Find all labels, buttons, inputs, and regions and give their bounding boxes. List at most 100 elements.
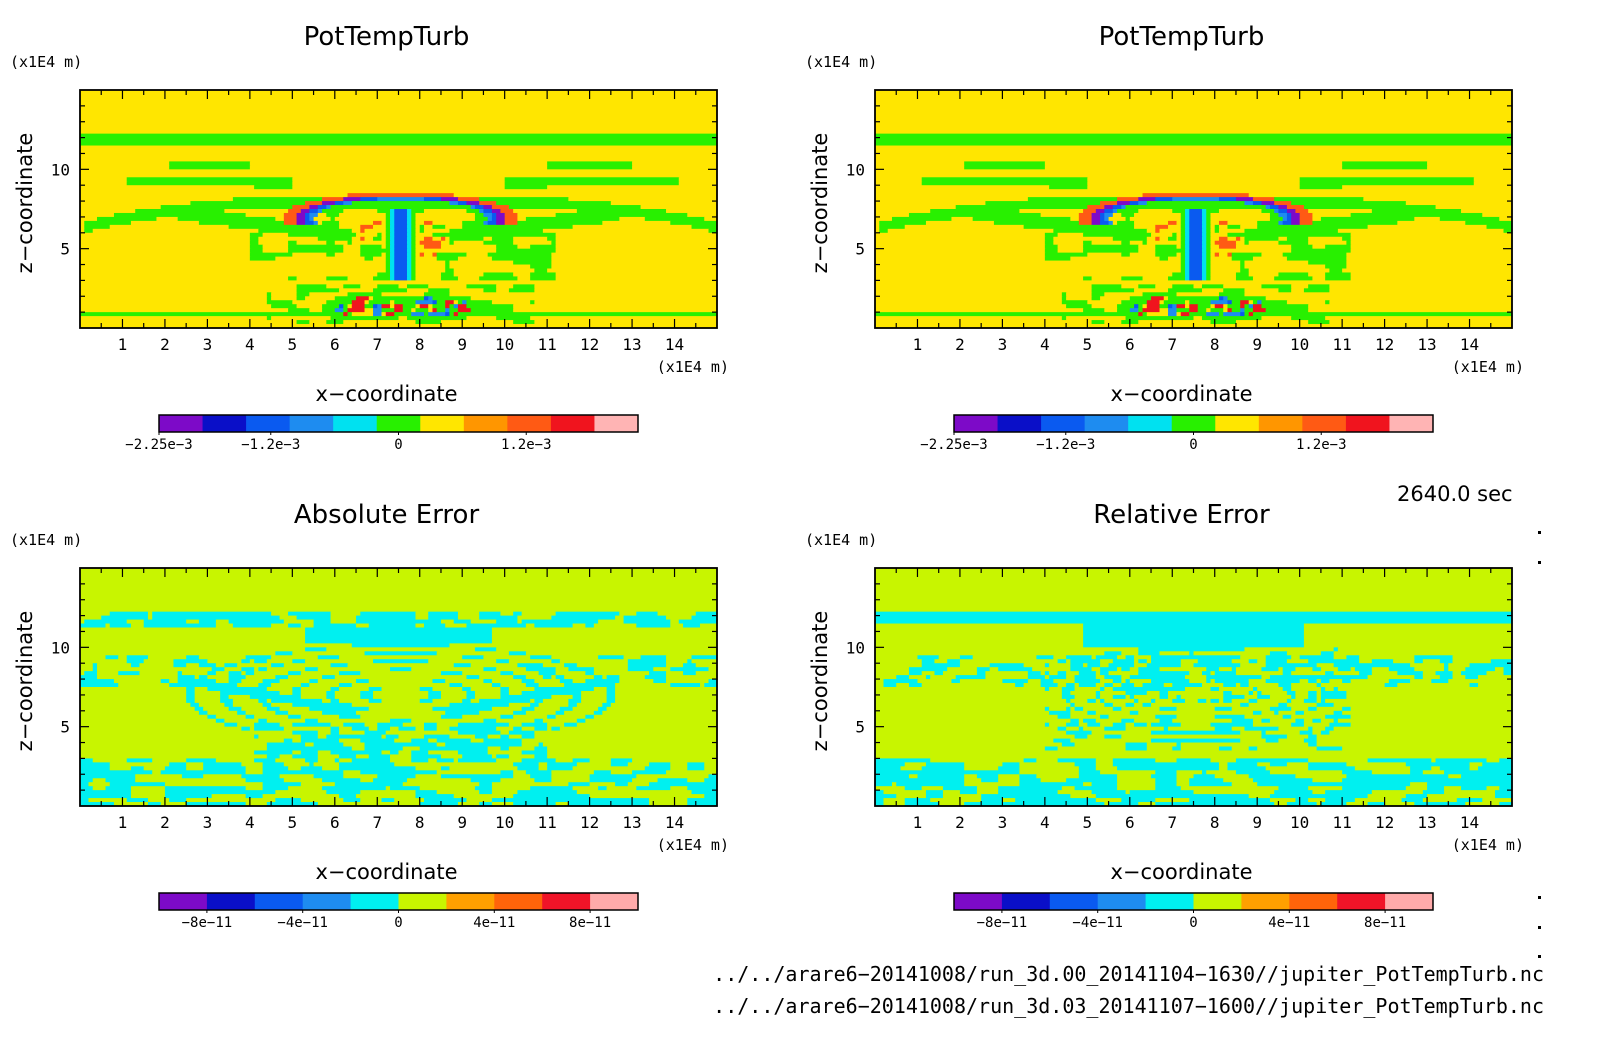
colorbar-segment [997,415,1042,432]
x-tick-label: 13 [1417,813,1436,832]
y-tick-label: 5 [60,240,70,259]
x-tick-label: 8 [415,813,425,832]
x-tick-label: 5 [288,335,298,354]
colorbar-segment [333,415,378,432]
x-tick-label: 3 [998,335,1008,354]
x-axis-label: x−coordinate [315,860,457,884]
colorbar-tick-label: −8e−11 [182,915,233,931]
colorbar-segment [1171,415,1216,432]
colorbar-segment [420,415,465,432]
colorbar-tick-label: −2.25e−3 [125,437,192,453]
x-tick-label: 5 [1083,813,1093,832]
x-tick-label: 14 [1460,335,1479,354]
x-tick-label: 2 [955,813,965,832]
colorbar-segment [550,415,595,432]
x-tick-label: 4 [245,813,255,832]
colorbar-segment [1041,415,1086,432]
x-tick-label: 12 [1375,335,1394,354]
colorbar-segment [159,893,208,910]
x-tick-label: 7 [372,813,382,832]
colorbar-tick-label: −4e−11 [277,915,328,931]
panel-title: PotTempTurb [1099,22,1265,52]
y-tick-label: 10 [846,160,865,179]
colorbar-tick-label: 0 [394,915,402,931]
colorbar-segment [590,893,639,910]
heatmap [875,568,1513,807]
colorbar-segment [1258,415,1303,432]
colorbar-segment [463,415,508,432]
colorbar-tick-label: −4e−11 [1072,915,1123,931]
x-tick-label: 4 [1040,335,1050,354]
x-tick-label: 13 [622,335,641,354]
colorbar: −2.25e−3 −1.2e−3 0 1.2e−3 [125,414,639,453]
x-tick-label: 8 [415,335,425,354]
colorbar-segment [254,893,304,910]
y-tick-label: 5 [855,240,865,259]
colorbar-segment [159,415,204,432]
x-tick-label: 3 [998,813,1008,832]
colorbar-tick-label: 1.2e−3 [1296,437,1347,453]
x-unit-label: (x1E4 m) [657,836,729,854]
x-tick-label: 14 [1460,813,1479,832]
x-axis-label: x−coordinate [1110,860,1252,884]
y-axis-label: z−coordinate [808,133,832,274]
colorbar-tick-label: 4e−11 [473,915,515,931]
colorbar: −2.25e−3 −1.2e−3 0 1.2e−3 [920,414,1434,453]
marker-dot [1538,896,1541,899]
colorbar-tick-label: −8e−11 [977,915,1028,931]
x-tick-label: 12 [580,335,599,354]
panel-title: PotTempTurb [304,22,470,52]
x-tick-label: 7 [1167,813,1177,832]
colorbar-segment [1084,415,1129,432]
y-unit-label: (x1E4 m) [805,53,877,71]
colorbar-segment [1345,415,1390,432]
colorbar-segment [202,415,247,432]
colorbar-tick-label: −1.2e−3 [1036,437,1095,453]
marker-dot [1538,926,1541,929]
marker-dot [1538,955,1541,958]
footer-file-1: ../../arare6−20141008/run_3d.00_20141104… [713,962,1544,986]
x-tick-label: 13 [622,813,641,832]
y-unit-label: (x1E4 m) [10,531,82,549]
x-tick-label: 10 [495,813,514,832]
y-tick-label: 10 [846,638,865,657]
colorbar-segment [494,893,543,910]
colorbar-segment [302,893,352,910]
colorbar-segment [1215,415,1260,432]
colorbar-segment [376,415,421,432]
colorbar: −8e−11 −4e−11 0 4e−11 8e−11 [158,892,639,931]
colorbar-segment [954,415,999,432]
colorbar-tick-label: 4e−11 [1268,915,1310,931]
panel-title: Relative Error [1093,500,1270,530]
x-tick-label: 1 [913,335,923,354]
y-tick-label: 5 [60,718,70,737]
x-tick-label: 3 [203,335,213,354]
y-unit-label: (x1E4 m) [10,53,82,71]
colorbar-segment [1302,415,1347,432]
colorbar-tick-label: −2.25e−3 [920,437,987,453]
x-unit-label: (x1E4 m) [1452,836,1524,854]
colorbar-segment [350,893,399,910]
x-tick-label: 6 [330,813,340,832]
x-tick-label: 1 [913,813,923,832]
x-tick-label: 7 [372,335,382,354]
colorbar-segment [1097,893,1147,910]
x-tick-label: 9 [1252,335,1262,354]
colorbar-segment [542,893,591,910]
x-tick-label: 9 [457,335,467,354]
x-tick-label: 12 [1375,813,1394,832]
colorbar-tick-label: −1.2e−3 [241,437,300,453]
x-tick-label: 2 [160,335,170,354]
colorbar-segment [446,893,495,910]
x-tick-label: 11 [538,335,557,354]
x-tick-label: 10 [1290,813,1309,832]
heatmap [80,568,718,807]
x-axis-label: x−coordinate [315,382,457,406]
colorbar-segment [1001,893,1051,910]
y-axis-label: z−coordinate [808,611,832,752]
x-tick-label: 11 [1333,813,1352,832]
x-tick-label: 1 [118,813,128,832]
timestamp: 2640.0 sec [1397,482,1513,506]
x-tick-label: 9 [457,813,467,832]
